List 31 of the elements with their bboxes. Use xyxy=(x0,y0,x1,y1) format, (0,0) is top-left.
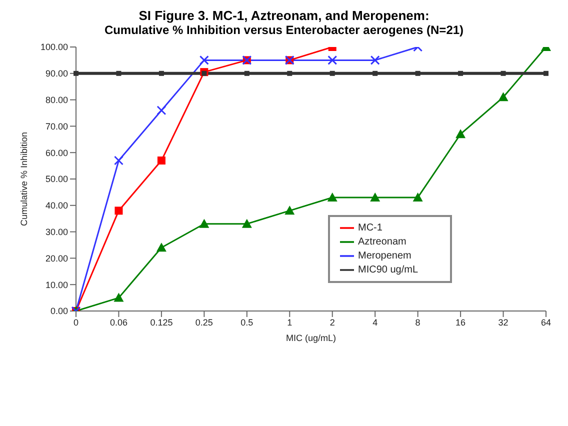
x-axis-title: MIC (ug/mL) xyxy=(286,333,336,343)
y-tick-label: 90.00 xyxy=(45,68,68,79)
y-tick-label: 10.00 xyxy=(45,280,68,290)
y-axis-title: Cumulative % Inhibition xyxy=(19,132,30,226)
y-tick-label: 50.00 xyxy=(45,174,68,184)
x-tick-label: 1 xyxy=(287,317,292,328)
x-tick-label: 32 xyxy=(498,317,508,328)
y-tick-label: 0.00 xyxy=(50,306,68,316)
x-tick-label: 0.125 xyxy=(150,317,173,328)
x-tick-label: 16 xyxy=(456,317,466,328)
legend-label: Meropenem xyxy=(358,250,412,262)
x-tick-label: 0.25 xyxy=(195,317,213,328)
legend-label: MC-1 xyxy=(358,222,382,234)
y-tick-label: 100.00 xyxy=(40,42,68,52)
x-tick-label: 2 xyxy=(330,317,335,328)
y-tick-label: 40.00 xyxy=(45,200,68,211)
x-tick-label: 4 xyxy=(372,317,378,328)
x-tick-label: 0.06 xyxy=(110,317,128,328)
y-tick-label: 30.00 xyxy=(45,226,68,237)
y-tick-label: 80.00 xyxy=(45,94,68,105)
legend-label: MIC90 ug/mL xyxy=(358,264,418,276)
legend-label: Aztreonam xyxy=(358,236,406,248)
chart-title: SI Figure 3. MC-1, Aztreonam, and Meropenem: xyxy=(138,8,430,23)
y-tick-label: 60.00 xyxy=(45,148,68,158)
x-tick-label: 0 xyxy=(73,317,79,328)
x-tick-label: 0.5 xyxy=(240,317,254,328)
y-tick-label: 20.00 xyxy=(45,253,68,264)
y-tick-label: 70.00 xyxy=(45,121,68,132)
x-tick-label: 8 xyxy=(415,317,420,328)
chart-subtitle: Cumulative % Inhibition versus Enterobacter aerogenes (N=21) xyxy=(103,23,465,37)
x-tick-label: 64 xyxy=(540,317,552,328)
